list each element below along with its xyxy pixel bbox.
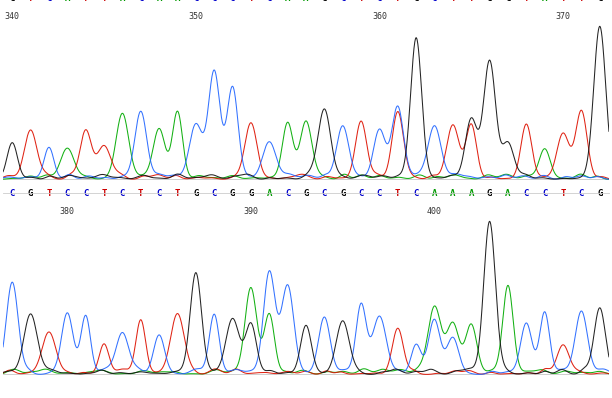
Text: A: A — [506, 189, 510, 198]
Text: T: T — [395, 0, 400, 3]
Text: A: A — [285, 0, 290, 3]
Text: C: C — [322, 189, 327, 198]
Text: C: C — [65, 189, 70, 198]
Text: T: T — [102, 189, 106, 198]
Text: A: A — [542, 0, 547, 3]
Text: G: G — [193, 189, 198, 198]
Text: A: A — [267, 189, 272, 198]
Text: A: A — [120, 0, 125, 3]
Text: T: T — [248, 0, 253, 3]
Text: G: G — [597, 0, 602, 3]
Text: C: C — [524, 189, 529, 198]
Text: G: G — [487, 0, 492, 3]
Text: G: G — [322, 0, 327, 3]
Text: C: C — [157, 189, 162, 198]
Text: C: C — [579, 189, 584, 198]
Text: G: G — [248, 189, 253, 198]
Text: T: T — [469, 0, 474, 3]
Text: C: C — [267, 0, 272, 3]
Text: T: T — [28, 0, 33, 3]
Text: A: A — [157, 0, 162, 3]
Text: C: C — [340, 0, 345, 3]
Text: C: C — [414, 189, 419, 198]
Text: T: T — [450, 0, 455, 3]
Text: G: G — [340, 189, 345, 198]
Text: A: A — [65, 0, 70, 3]
Text: G: G — [506, 0, 510, 3]
Text: 370: 370 — [556, 12, 570, 21]
Text: G: G — [487, 189, 492, 198]
Text: G: G — [230, 189, 235, 198]
Text: A: A — [175, 0, 180, 3]
Text: G: G — [28, 189, 33, 198]
Text: A: A — [450, 189, 455, 198]
Text: 360: 360 — [372, 12, 387, 21]
Text: C: C — [120, 189, 125, 198]
Text: T: T — [579, 0, 584, 3]
Text: 390: 390 — [244, 207, 258, 217]
Text: C: C — [230, 0, 235, 3]
Text: T: T — [561, 0, 565, 3]
Text: C: C — [138, 0, 143, 3]
Text: G: G — [597, 189, 602, 198]
Text: A: A — [469, 189, 474, 198]
Text: C: C — [542, 189, 547, 198]
Text: C: C — [432, 0, 437, 3]
Text: C: C — [193, 0, 198, 3]
Text: C: C — [377, 189, 382, 198]
Text: T: T — [175, 189, 180, 198]
Text: 350: 350 — [188, 12, 203, 21]
Text: C: C — [359, 189, 364, 198]
Text: C: C — [285, 189, 290, 198]
Text: 400: 400 — [427, 207, 442, 217]
Text: C: C — [212, 189, 217, 198]
Text: A: A — [304, 0, 308, 3]
Text: G: G — [10, 0, 15, 3]
Text: G: G — [414, 0, 419, 3]
Text: G: G — [304, 189, 308, 198]
Text: T: T — [47, 189, 51, 198]
Text: 380: 380 — [60, 207, 75, 217]
Text: T: T — [359, 0, 364, 3]
Text: C: C — [10, 189, 15, 198]
Text: T: T — [395, 189, 400, 198]
Text: T: T — [524, 0, 529, 3]
Text: C: C — [377, 0, 382, 3]
Text: C: C — [47, 0, 51, 3]
Text: C: C — [83, 189, 88, 198]
Text: C: C — [212, 0, 217, 3]
Text: T: T — [561, 189, 565, 198]
Text: T: T — [102, 0, 106, 3]
Text: T: T — [138, 189, 143, 198]
Text: A: A — [432, 189, 437, 198]
Text: 340: 340 — [5, 12, 20, 21]
Text: T: T — [83, 0, 88, 3]
